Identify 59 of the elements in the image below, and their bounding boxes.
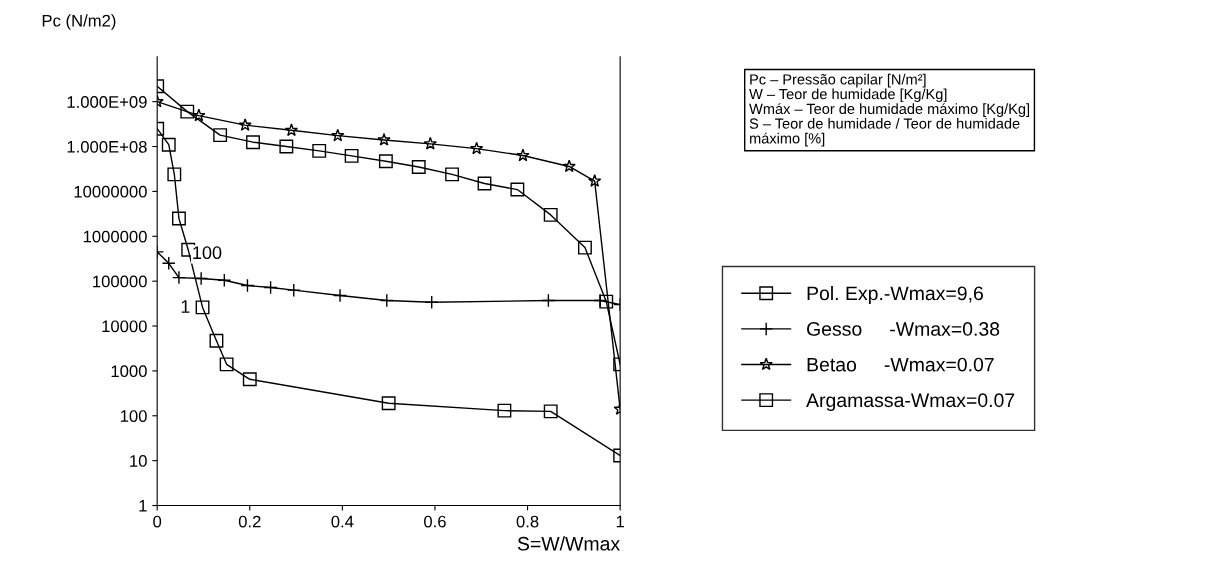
point bbox=[312, 143, 327, 158]
point bbox=[242, 372, 257, 387]
x-tick-label: 0.6 bbox=[424, 515, 446, 528]
y-tick-label: 100000 bbox=[93, 275, 147, 288]
point bbox=[279, 139, 294, 154]
point bbox=[378, 154, 393, 169]
point bbox=[161, 137, 176, 152]
point bbox=[477, 176, 492, 191]
point bbox=[381, 396, 396, 411]
annotation: 100 bbox=[193, 246, 222, 260]
point bbox=[377, 133, 391, 146]
point bbox=[219, 357, 234, 372]
text: Pc – Pressão capilar [N/m²] W – Teor de humidade [Kg/Kg] Wmáx – Teor de humidade máximo [Kg/Kg] S – Teor de humidade / Teor de humidade máximo [%] bbox=[749, 73, 1030, 147]
point bbox=[516, 148, 530, 162]
point bbox=[284, 123, 299, 137]
y-tick-label: 10000 bbox=[102, 320, 147, 333]
legend-label: Argamassa-Wmax=0.07 bbox=[806, 393, 1015, 411]
point bbox=[344, 148, 359, 163]
x-tick-label: 0.8 bbox=[516, 515, 539, 528]
point bbox=[497, 403, 512, 418]
point bbox=[167, 167, 182, 182]
legend-label: Gesso -Wmax=0.38 bbox=[807, 322, 1000, 336]
x-axis-title: S=W/Wmax bbox=[517, 536, 620, 551]
y-tick-label: 100 bbox=[120, 410, 147, 422]
point bbox=[209, 333, 224, 348]
y-tick-label: 1.000E+09 bbox=[67, 96, 147, 108]
point bbox=[192, 108, 206, 122]
point bbox=[578, 240, 592, 255]
x-tick-label: 0 bbox=[153, 515, 162, 528]
point bbox=[180, 104, 195, 119]
point bbox=[411, 160, 426, 174]
y-tick-label: 1 bbox=[139, 500, 147, 512]
point bbox=[543, 207, 558, 222]
point bbox=[171, 211, 186, 226]
y-tick-label: 1.000E+08 bbox=[67, 140, 147, 153]
point bbox=[599, 294, 614, 309]
x-tick-label: 0.4 bbox=[331, 515, 354, 528]
y-tick-label: 10 bbox=[130, 455, 147, 467]
y-tick-label: 1000000 bbox=[83, 230, 147, 243]
y-tick-label: 10000000 bbox=[74, 185, 147, 198]
point bbox=[588, 174, 602, 187]
point bbox=[562, 159, 576, 173]
point bbox=[469, 141, 484, 155]
point bbox=[423, 136, 437, 150]
annotation: 1 bbox=[181, 300, 190, 313]
legend-label: Pol. Exp.-Wmax=9,6 bbox=[807, 285, 983, 305]
point bbox=[238, 118, 252, 131]
point bbox=[510, 182, 525, 197]
point bbox=[445, 167, 460, 182]
point bbox=[213, 128, 228, 143]
y-axis-title: Pc (N/m2) bbox=[42, 14, 116, 30]
legend-label: Betao -Wmax=0.07 bbox=[807, 357, 994, 372]
point bbox=[246, 135, 260, 150]
x-tick-label: 0.2 bbox=[238, 515, 261, 528]
point bbox=[331, 128, 345, 142]
y-tick-label: 1000 bbox=[111, 365, 147, 378]
x-tick-label: 1 bbox=[616, 515, 624, 528]
point bbox=[195, 300, 210, 315]
point bbox=[543, 404, 558, 419]
